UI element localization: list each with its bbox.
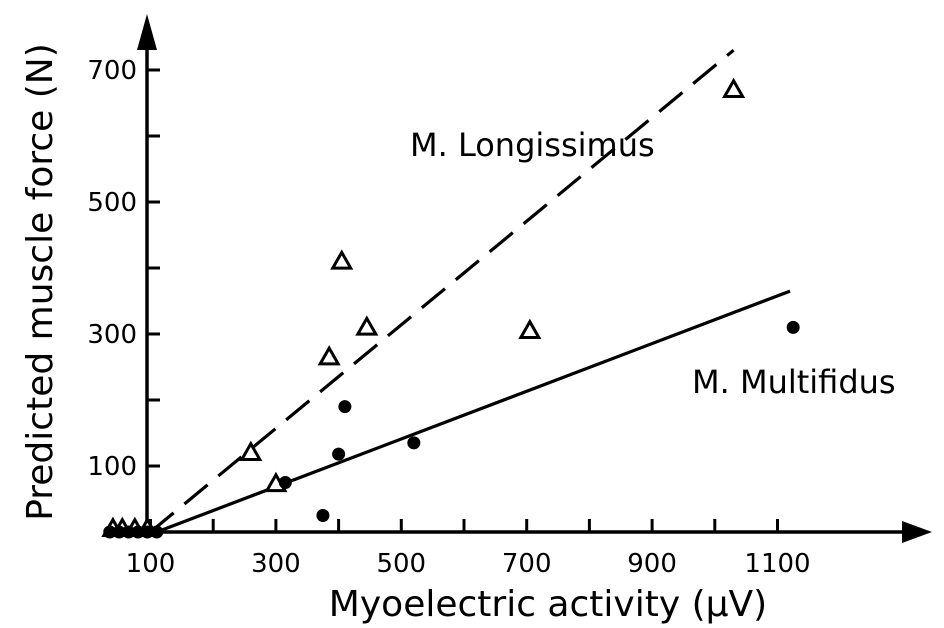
y-tick-label: 500 [87, 188, 137, 218]
y-axis-arrow [137, 14, 157, 50]
point-multifidus [103, 525, 117, 539]
y-tick-label: 300 [87, 320, 137, 350]
point-multifidus [786, 320, 800, 334]
point-multifidus [131, 525, 145, 539]
point-longissimus [722, 77, 746, 99]
point-multifidus [122, 525, 136, 539]
y-tick-label: 700 [87, 56, 137, 86]
fit-line-longissimus [149, 48, 735, 534]
point-multifidus [278, 476, 292, 489]
point-longissimus [317, 345, 341, 366]
x-tick-label: 700 [502, 549, 552, 579]
point-multifidus [316, 509, 330, 522]
x-tick-label: 100 [126, 549, 176, 579]
x-tick-label: 1100 [744, 549, 810, 579]
point-longissimus [239, 440, 263, 462]
x-axis-arrow [902, 521, 932, 543]
x-tick-label: 500 [376, 549, 426, 579]
fit-line-multifidus [156, 289, 791, 534]
point-longissimus [355, 315, 379, 336]
point-multifidus [112, 525, 126, 539]
tick-marks: 100 300 500 700 900 1100 100 300 500 700 [87, 56, 810, 579]
point-multifidus [338, 400, 352, 414]
point-multifidus [150, 525, 164, 539]
point-multifidus [332, 447, 346, 461]
y-tick-label: 100 [87, 452, 137, 482]
point-multifidus [407, 436, 421, 450]
point-longissimus [330, 249, 354, 270]
x-axis-title: Myoelectric activity (µV) [329, 584, 767, 625]
x-tick-label: 300 [251, 549, 301, 579]
fit-lines [149, 48, 791, 534]
x-tick-label: 900 [627, 549, 677, 579]
axes [137, 14, 932, 543]
y-axis-title: Predicted muscle force (N) [20, 43, 61, 521]
series-label-longissimus: M. Longissimus [410, 126, 655, 164]
point-multifidus [140, 525, 154, 539]
point-longissimus [518, 318, 542, 339]
data-points [101, 77, 800, 539]
series-label-multifidus: M. Multifidus [692, 363, 896, 401]
